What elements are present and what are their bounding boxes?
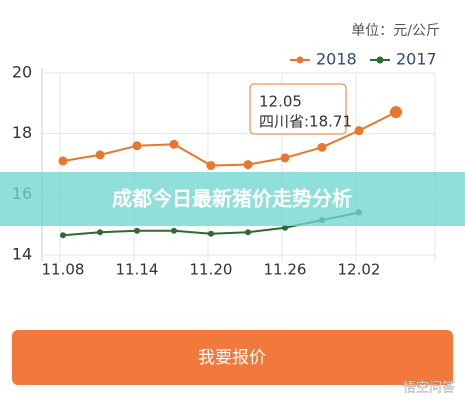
legend-dot [296, 56, 304, 64]
x-tick-label: 11.08 [42, 261, 85, 279]
x-tick-label: 12.02 [338, 261, 381, 279]
data-point [95, 150, 105, 160]
data-point [390, 106, 402, 119]
button-label[interactable]: 我要报价 [198, 348, 266, 368]
data-point [134, 227, 140, 234]
series-line [62, 111, 397, 167]
x-tick-label: 11.26 [264, 261, 307, 279]
legend-dot [376, 56, 384, 64]
y-tick-label: 14 [12, 245, 32, 264]
data-point [206, 161, 216, 171]
y-tick-label: 20 [12, 63, 32, 82]
overlay: 12.05 四川省:18.71 成都今日最新猪价走势分析 [0, 83, 465, 226]
data-point [132, 141, 142, 151]
legend-label: 2018 [316, 50, 357, 69]
tooltip-label: 四川省:18.71 [259, 113, 352, 131]
data-point [97, 229, 103, 236]
watermark: 悟空问答 [403, 380, 455, 396]
data-point [354, 126, 364, 136]
tooltip-box [249, 83, 347, 135]
banner [0, 172, 465, 226]
quote-button[interactable] [12, 330, 453, 385]
legend-label: 2017 [396, 50, 437, 69]
tooltip-title: 12.05 [259, 93, 302, 111]
data-point [58, 156, 68, 166]
data-point [245, 229, 251, 236]
x-tick-label: 11.14 [116, 261, 159, 279]
data-point [280, 153, 290, 163]
data-point [171, 227, 177, 234]
data-point [282, 224, 288, 231]
banner-title: 成都今日最新猪价走势分析 [112, 187, 352, 211]
data-point [208, 230, 214, 237]
unit-label: 单位：元/公斤 [351, 23, 440, 39]
data-point [60, 232, 66, 239]
data-point [243, 160, 253, 170]
y-tick-label: 18 [12, 123, 32, 142]
x-tick-label: 11.20 [190, 261, 233, 279]
data-point [317, 142, 327, 152]
data-point [169, 139, 179, 149]
chart: 1416182011.0811.1411.2011.2612.022018201… [12, 50, 437, 279]
